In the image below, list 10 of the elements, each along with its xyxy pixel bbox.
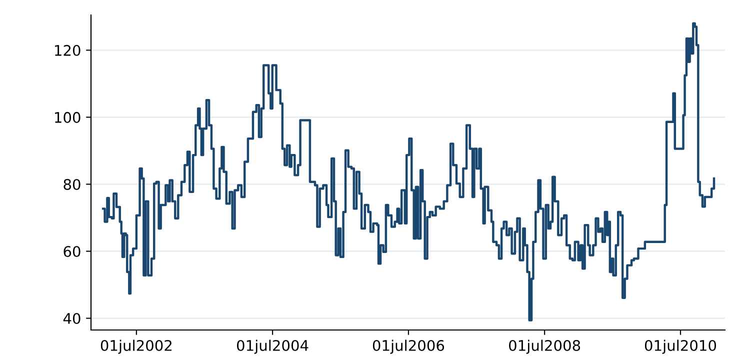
x-tick-label: 01jul2002 (100, 340, 172, 354)
x-tick-label: 01jul2004 (236, 340, 308, 354)
y-tick-label: 40 (63, 312, 80, 324)
y-tick-label: 80 (64, 178, 80, 190)
x-tick-label: 01jul2008 (509, 340, 580, 354)
y-tick-label: 100 (55, 112, 80, 123)
y-tick-label: 120 (55, 44, 80, 56)
x-tick-label: 01jul2006 (372, 340, 444, 354)
y-tick-label: 60 (64, 246, 80, 257)
x-tick-label: 01jul2010 (644, 340, 716, 354)
